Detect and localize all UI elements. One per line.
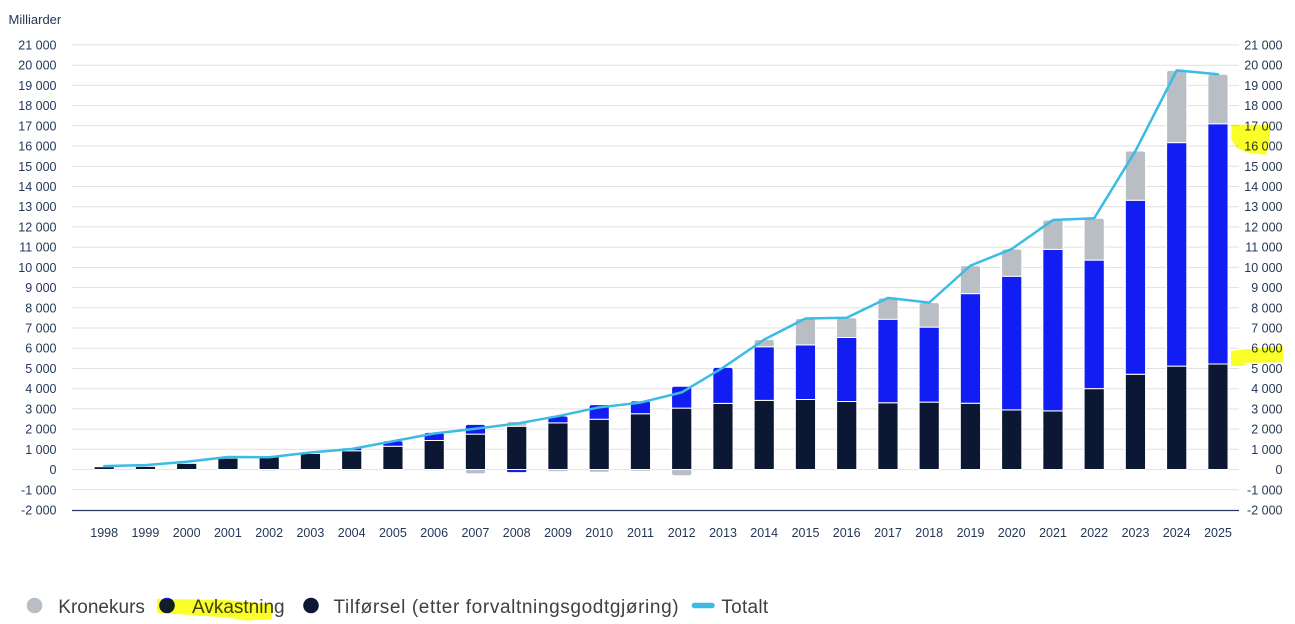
svg-text:2000: 2000 [173,526,201,540]
svg-text:2024: 2024 [1163,526,1191,540]
svg-text:0: 0 [1276,463,1283,477]
svg-text:14 000: 14 000 [18,180,56,194]
svg-text:2012: 2012 [668,526,696,540]
svg-text:18 000: 18 000 [18,99,56,113]
svg-text:7 000: 7 000 [25,322,56,336]
svg-text:0: 0 [50,463,57,477]
svg-text:10 000: 10 000 [18,261,56,275]
svg-text:11 000: 11 000 [1245,241,1282,255]
svg-text:7 000: 7 000 [1251,322,1282,336]
svg-text:2011: 2011 [627,526,654,540]
svg-text:2007: 2007 [461,526,489,540]
svg-text:2009: 2009 [544,526,572,540]
svg-text:2003: 2003 [296,526,324,540]
svg-text:13 000: 13 000 [18,200,56,214]
svg-text:2025: 2025 [1204,526,1232,540]
svg-text:11 000: 11 000 [19,241,56,255]
svg-text:2020: 2020 [998,526,1026,540]
svg-text:1 000: 1 000 [1251,443,1282,457]
svg-text:2010: 2010 [585,526,613,540]
svg-text:-1 000: -1 000 [1247,483,1282,497]
svg-text:20 000: 20 000 [18,59,56,73]
svg-text:2006: 2006 [420,526,448,540]
svg-text:17 000: 17 000 [18,119,56,133]
svg-text:Tilførsel (etter forvaltningsg: Tilførsel (etter forvaltningsgodtgjøring… [334,597,680,618]
svg-text:-2 000: -2 000 [1247,504,1282,518]
svg-text:16 000: 16 000 [18,140,56,154]
svg-text:2016: 2016 [833,526,861,540]
svg-text:2013: 2013 [709,526,737,540]
svg-text:2002: 2002 [255,526,283,540]
svg-text:8 000: 8 000 [25,301,56,315]
svg-text:9 000: 9 000 [1251,281,1282,295]
svg-text:3 000: 3 000 [25,402,56,416]
svg-text:2022: 2022 [1080,526,1108,540]
svg-text:2018: 2018 [915,526,943,540]
svg-text:21 000: 21 000 [18,38,56,52]
svg-text:4 000: 4 000 [25,382,56,396]
svg-text:2001: 2001 [214,526,242,540]
svg-text:2004: 2004 [338,526,366,540]
svg-text:14 000: 14 000 [1244,180,1282,194]
svg-text:-1 000: -1 000 [21,483,56,497]
svg-text:1 000: 1 000 [25,443,56,457]
svg-text:12 000: 12 000 [18,220,56,234]
svg-text:2005: 2005 [379,526,407,540]
svg-text:2014: 2014 [750,526,778,540]
svg-text:15 000: 15 000 [18,160,56,174]
svg-text:21 000: 21 000 [1244,38,1282,52]
svg-text:8 000: 8 000 [1251,301,1282,315]
svg-text:2021: 2021 [1039,526,1067,540]
svg-text:Totalt: Totalt [721,597,769,618]
svg-text:4 000: 4 000 [1251,382,1282,396]
svg-text:-2 000: -2 000 [21,504,56,518]
svg-text:2019: 2019 [957,526,985,540]
svg-text:6 000: 6 000 [25,342,56,356]
svg-text:2017: 2017 [874,526,902,540]
svg-text:2 000: 2 000 [25,423,56,437]
svg-text:5 000: 5 000 [25,362,56,376]
svg-text:13 000: 13 000 [1244,200,1282,214]
svg-text:Milliarder: Milliarder [9,12,62,27]
svg-text:Kronekurs: Kronekurs [58,597,145,618]
svg-text:2008: 2008 [503,526,531,540]
svg-text:19 000: 19 000 [1244,79,1282,93]
svg-text:2 000: 2 000 [1251,423,1282,437]
svg-text:9 000: 9 000 [25,281,56,295]
svg-text:5 000: 5 000 [1251,362,1282,376]
svg-text:2015: 2015 [792,526,820,540]
svg-text:15 000: 15 000 [1244,160,1282,174]
svg-text:1999: 1999 [131,526,159,540]
svg-text:12 000: 12 000 [1244,220,1282,234]
svg-text:20 000: 20 000 [1244,59,1282,73]
svg-text:19 000: 19 000 [18,79,56,93]
svg-text:1998: 1998 [90,526,118,540]
svg-text:2023: 2023 [1122,526,1150,540]
svg-text:3 000: 3 000 [1251,402,1282,416]
svg-text:10 000: 10 000 [1244,261,1282,275]
svg-text:18 000: 18 000 [1244,99,1282,113]
